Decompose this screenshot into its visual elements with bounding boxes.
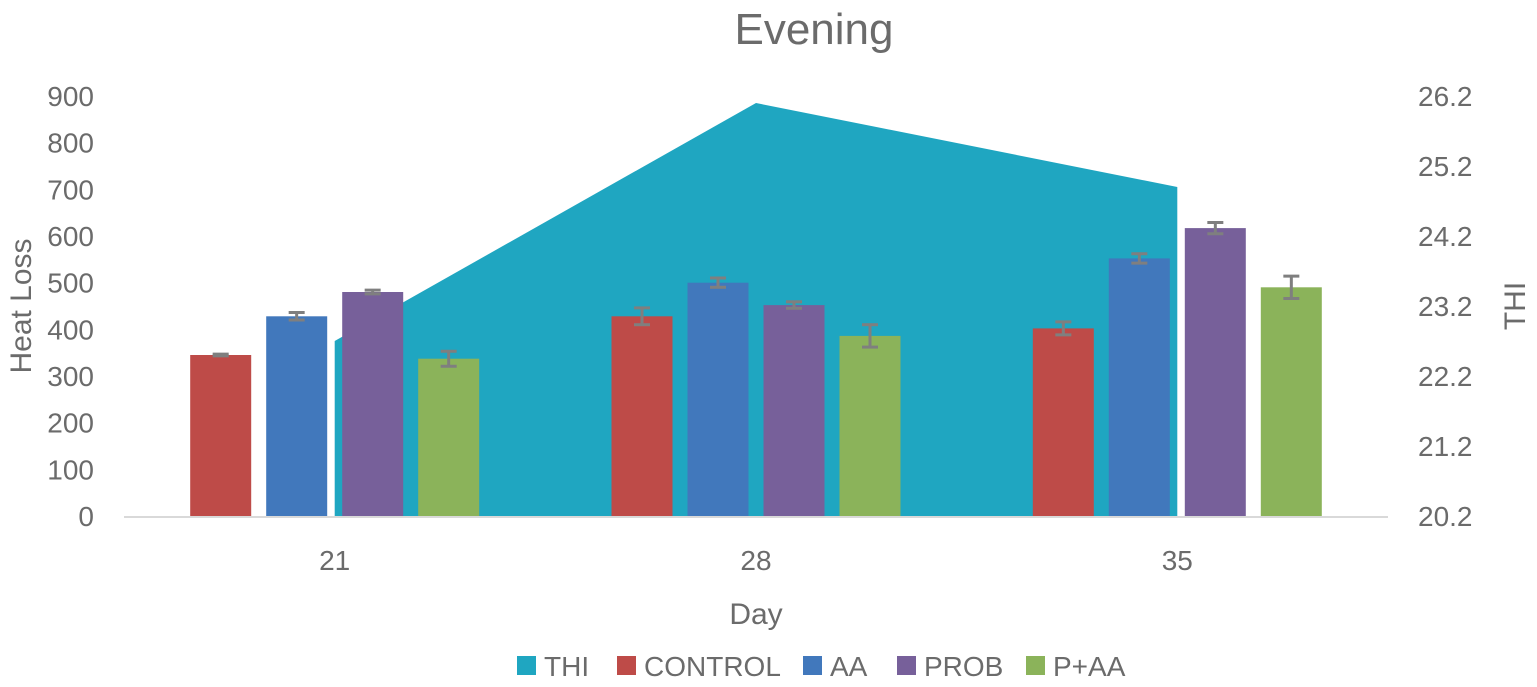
x-axis-title: Day — [729, 598, 782, 631]
error-bar-control-21 — [212, 352, 229, 358]
y-axis-ticks: 0 100 200 300 400 500 600 700 800 900 — [47, 81, 94, 532]
bar-aa-35 — [1108, 258, 1170, 516]
y-tick-label: 500 — [47, 268, 94, 299]
y2-tick-label: 24.2 — [1418, 221, 1473, 252]
y2-axis-ticks: 20.2 21.2 22.2 23.2 24.2 25.2 26.2 — [1418, 81, 1473, 532]
y-tick-label: 300 — [47, 361, 94, 392]
bar-layer — [190, 228, 1322, 516]
y2-tick-label: 25.2 — [1418, 151, 1473, 182]
legend-item-p-aa: P+AA — [1026, 651, 1126, 682]
bar-aa-21 — [266, 316, 328, 516]
y2-axis-title: THI — [1499, 282, 1532, 330]
legend: THI CONTROL AA PROB P+AA — [517, 651, 1126, 682]
error-bar-aa-21 — [288, 311, 305, 322]
bar-control-28 — [611, 316, 673, 516]
bar-prob-21 — [342, 292, 404, 516]
legend-label: PROB — [924, 651, 1003, 682]
y-tick-label: 800 — [47, 128, 94, 159]
bar-aa-28 — [687, 282, 749, 516]
legend-swatch — [617, 656, 636, 675]
y2-tick-label: 21.2 — [1418, 431, 1473, 462]
bar-p-aa-28 — [839, 335, 901, 516]
legend-item-control: CONTROL — [617, 651, 781, 682]
error-bar-layer — [212, 221, 1300, 368]
legend-label: CONTROL — [644, 651, 781, 682]
bar-control-35 — [1032, 328, 1094, 516]
error-bar-p-aa-35 — [1283, 274, 1300, 300]
y-tick-label: 900 — [47, 81, 94, 112]
y-tick-label: 200 — [47, 408, 94, 439]
legend-swatch — [517, 656, 536, 675]
chart-title: Evening — [734, 5, 893, 54]
x-tick-label: 21 — [319, 545, 350, 576]
error-bar-p-aa-28 — [862, 323, 878, 349]
error-bar-p-aa-21 — [440, 349, 457, 368]
x-tick-label: 28 — [740, 545, 771, 576]
legend-swatch — [803, 656, 822, 675]
thi-area-layer — [334, 103, 1178, 516]
error-bar-aa-28 — [710, 276, 726, 289]
x-axis-ticks: 21 28 35 — [319, 545, 1193, 576]
y2-tick-label: 23.2 — [1418, 291, 1473, 322]
error-bar-aa-35 — [1131, 252, 1148, 265]
error-bar-prob-28 — [786, 300, 802, 310]
y-axis-title: Heat Loss — [5, 238, 38, 373]
y-tick-label: 600 — [47, 221, 94, 252]
legend-label: THI — [544, 651, 589, 682]
legend-item-thi: THI — [517, 651, 589, 682]
bar-prob-28 — [763, 305, 825, 516]
legend-item-aa: AA — [803, 651, 868, 682]
y-tick-label: 700 — [47, 174, 94, 205]
error-bar-control-28 — [634, 306, 650, 327]
y-tick-label: 400 — [47, 314, 94, 345]
y2-tick-label: 20.2 — [1418, 501, 1473, 532]
y-tick-label: 100 — [47, 454, 94, 485]
bar-prob-35 — [1184, 228, 1246, 516]
error-bar-prob-21 — [364, 288, 381, 296]
bar-p-aa-21 — [418, 358, 480, 516]
error-bar-prob-35 — [1207, 221, 1224, 236]
thi-area — [334, 103, 1178, 516]
y-tick-label: 0 — [78, 501, 94, 532]
legend-label: AA — [830, 651, 868, 682]
x-tick-label: 35 — [1162, 545, 1193, 576]
error-bar-control-35 — [1055, 320, 1072, 337]
bar-control-21 — [190, 355, 252, 516]
y2-tick-label: 22.2 — [1418, 361, 1473, 392]
legend-swatch — [897, 656, 916, 675]
legend-label: P+AA — [1053, 651, 1126, 682]
legend-swatch — [1026, 656, 1045, 675]
bar-p-aa-35 — [1260, 287, 1322, 516]
y2-tick-label: 26.2 — [1418, 81, 1473, 112]
legend-item-prob: PROB — [897, 651, 1003, 682]
